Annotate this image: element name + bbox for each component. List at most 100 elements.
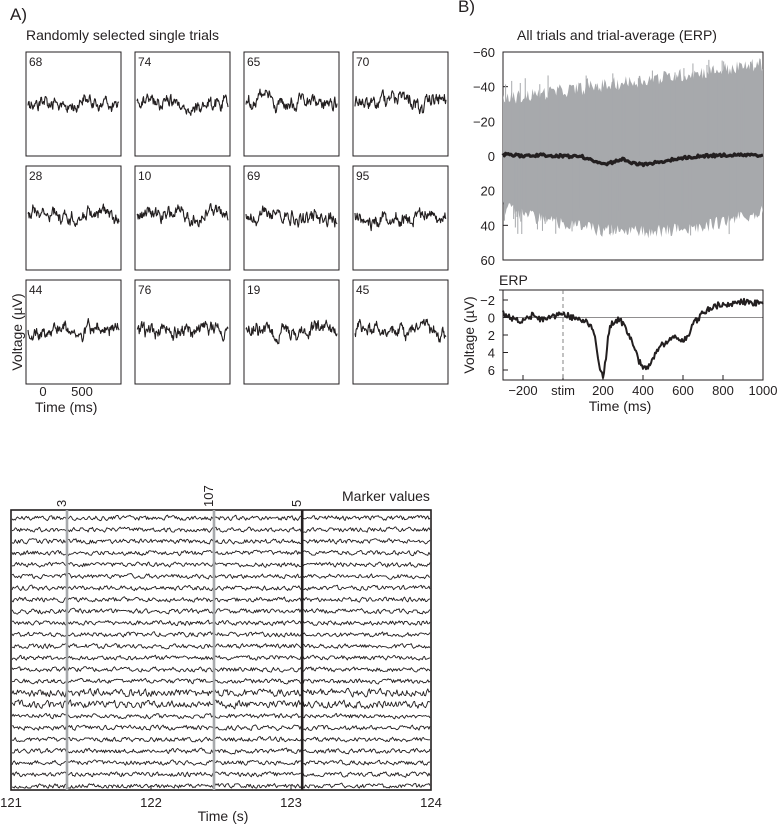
xtick-label: −200: [508, 383, 537, 398]
ytick-label: 2: [488, 328, 495, 343]
xtick-label: 1000: [749, 383, 778, 398]
eeg-channel-trace: [11, 607, 431, 615]
trial-number: 19: [247, 283, 261, 297]
ytick-label: 4: [488, 346, 495, 361]
eeg-channel-trace: [11, 677, 431, 685]
eeg-channel-trace: [11, 771, 431, 778]
trial-number: 10: [138, 169, 152, 183]
xtick-label: 122: [140, 795, 162, 810]
ytick-label: −2: [480, 293, 495, 308]
eeg-channels: [11, 514, 431, 789]
ytick-label: 0: [488, 311, 495, 326]
xtick-label: 124: [420, 795, 442, 810]
ytick-label: 6: [488, 363, 495, 378]
trial-trace: [27, 94, 120, 113]
all-trials-plot: −60 −40 −20 0 20 40 60: [473, 45, 764, 268]
eeg-channel-trace: [11, 759, 431, 766]
xtick-label: 800: [712, 383, 734, 398]
erp-plot: ERP −2 0 2 4 6 −200 stim 200 400 600 800 1000 Volt…: [461, 272, 777, 414]
panel-b-ylabel: Voltage (µV): [461, 296, 477, 373]
ytick-label: 0: [488, 149, 495, 164]
trial-frame: [243, 279, 340, 385]
panel-c: Marker values 3 107 5 121 122 123 124 Time (s…: [0, 485, 442, 824]
eeg-channel-trace: [11, 654, 431, 661]
ytick-label: 20: [481, 184, 495, 199]
all-trials-band: [503, 58, 763, 239]
eeg-channel-trace: [11, 631, 431, 638]
trial-panel: 70: [352, 51, 449, 157]
trial-trace: [136, 320, 229, 342]
eeg-channel-trace: [11, 699, 431, 710]
trial-panel: 69: [243, 165, 340, 271]
trial-trace: [354, 318, 447, 343]
ytick-label: −60: [473, 45, 495, 60]
ytick-label: 60: [481, 253, 495, 268]
trial-frame: [134, 279, 231, 385]
panel-b-title: All trials and trial-average (ERP): [517, 27, 717, 43]
trial-number: 45: [356, 283, 370, 297]
eeg-channel-trace: [11, 747, 431, 755]
trial-panel: 95: [352, 165, 449, 271]
erp-xticks: −200 stim 200 400 600 800 1000: [508, 375, 777, 398]
trial-panel: 44: [25, 279, 122, 385]
xtick-label: 400: [632, 383, 654, 398]
event-markers: 3 107 5: [54, 485, 304, 790]
eeg-channel-trace: [11, 736, 430, 743]
erp-yticks: −2 0 2 4 6: [480, 293, 508, 378]
panel-a-xtick-0: 0: [39, 384, 46, 399]
trial-number: 95: [356, 169, 370, 183]
eeg-channel-trace: [11, 666, 431, 673]
trial-number: 44: [29, 283, 43, 297]
trial-frame: [25, 51, 122, 157]
eeg-channel-trace: [11, 538, 431, 545]
trial-frame: [352, 165, 449, 271]
trial-trace: [27, 203, 120, 227]
eeg-channel-trace: [11, 643, 431, 650]
trial-frame: [352, 51, 449, 157]
trial-panel: 76: [134, 279, 231, 385]
trial-frame: [243, 51, 340, 157]
panel-a-ylabel: Voltage (µV): [9, 293, 25, 370]
single-trial-grid: 68 74 65 70 28 10 69 95 44 76 19 45: [25, 51, 449, 385]
panel-a-title: Randomly selected single trials: [26, 27, 219, 43]
ytick-label: −40: [473, 80, 495, 95]
all-trials-spikes: [503, 59, 751, 236]
trial-panel: 19: [243, 279, 340, 385]
trial-panel: 45: [352, 279, 449, 385]
event-marker-value: 3: [54, 500, 69, 507]
event-marker-value: 107: [201, 485, 216, 507]
marker-values-title: Marker values: [342, 488, 430, 504]
trial-number: 65: [247, 55, 261, 69]
panel-b-letter: B): [458, 0, 475, 16]
trial-number: 76: [138, 283, 152, 297]
trial-frame: [243, 165, 340, 271]
xtick-label: stim: [551, 383, 575, 398]
xtick-label: 200: [592, 383, 614, 398]
trial-number: 28: [29, 169, 43, 183]
eeg-channel-trace: [11, 584, 431, 592]
panel-a: A) Randomly selected single trials 68 74 6…: [9, 5, 449, 415]
eeg-channel-trace: [11, 514, 431, 522]
event-marker-value: 5: [289, 500, 304, 507]
eeg-channel-trace: [11, 712, 431, 720]
eeg-channel-trace: [11, 549, 431, 557]
xtick-label: 600: [672, 383, 694, 398]
trial-frame: [134, 51, 231, 157]
eeg-channel-trace: [11, 687, 431, 698]
trial-number: 69: [247, 169, 261, 183]
trial-trace: [245, 205, 338, 228]
eeg-channel-trace: [11, 782, 431, 789]
eeg-frame: [10, 509, 432, 791]
trial-panel: 10: [134, 165, 231, 271]
trial-trace: [354, 207, 447, 232]
panel-a-letter: A): [10, 5, 27, 24]
trial-number: 70: [356, 55, 370, 69]
eeg-channel-trace: [11, 596, 431, 604]
trial-panel: 74: [134, 51, 231, 157]
panel-c-xlabel: Time (s): [198, 808, 249, 824]
trial-trace: [354, 89, 447, 115]
trial-frame: [25, 279, 122, 385]
trial-trace: [136, 203, 229, 228]
trial-number: 74: [138, 55, 152, 69]
trial-frame: [25, 165, 122, 271]
